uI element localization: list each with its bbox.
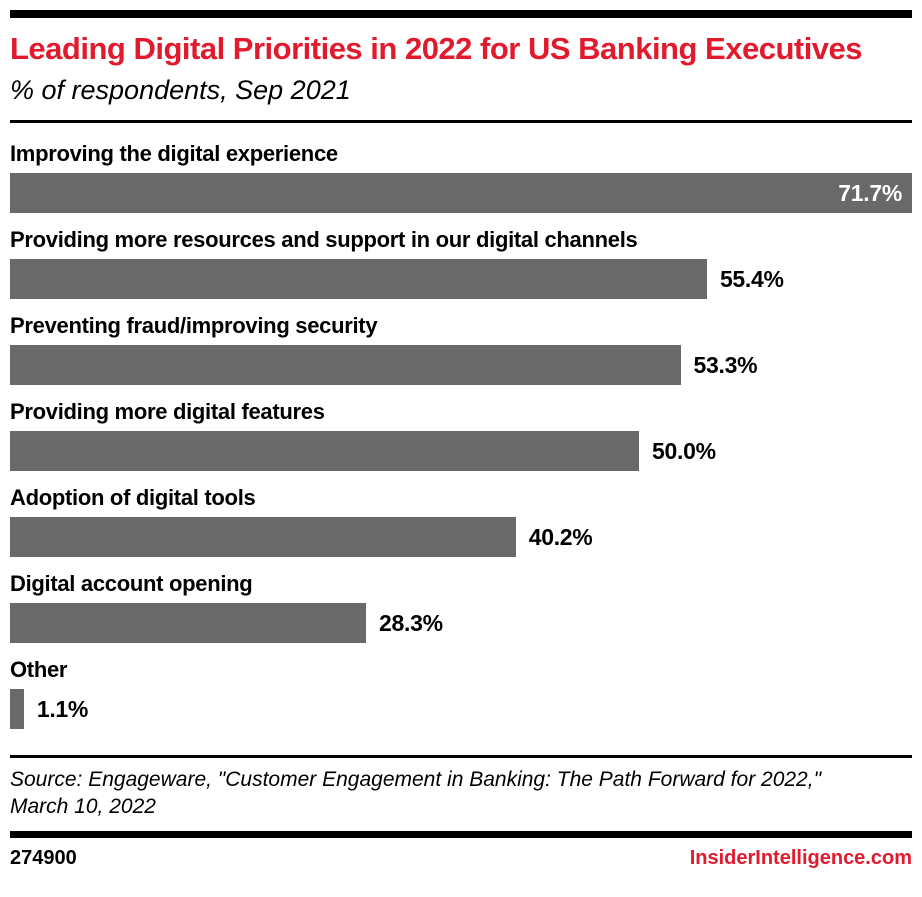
- bar-track: 55.4%: [10, 259, 912, 300]
- bar-value: 55.4%: [719, 265, 784, 292]
- bar-label: Other: [10, 657, 68, 683]
- bar-label: Adoption of digital tools: [10, 485, 256, 511]
- bar-label: Preventing fraud/improving security: [10, 313, 378, 339]
- bar-track: 40.2%: [10, 517, 912, 558]
- chart-title: Leading Digital Priorities in 2022 for U…: [10, 31, 863, 66]
- chart-row: Preventing fraud/improving security 53.3…: [10, 313, 912, 386]
- bar-track: 50.0%: [10, 431, 912, 472]
- bar-label: Improving the digital experience: [10, 141, 338, 167]
- footer: 274900 InsiderIntelligence.com: [10, 847, 912, 870]
- source-divider: [10, 755, 912, 759]
- bar: [10, 689, 24, 730]
- chart-row: Digital account opening 28.3%: [10, 571, 912, 644]
- bar: 71.7%: [10, 173, 912, 214]
- bar-value: 28.3%: [379, 609, 443, 636]
- bar: [10, 259, 707, 300]
- chart-subtitle: % of respondents, Sep 2021: [10, 75, 351, 106]
- bar-track: 53.3%: [10, 345, 912, 386]
- bar-label: Providing more digital features: [10, 399, 325, 425]
- bar-label: Digital account opening: [10, 571, 253, 597]
- bar: [10, 603, 367, 644]
- bar-value: 53.3%: [693, 351, 758, 378]
- bar: [10, 431, 639, 472]
- source-note: Source: Engageware, "Customer Engagement…: [10, 766, 912, 821]
- bar-track: 1.1%: [10, 689, 912, 730]
- source-line-2: March 10, 2022: [10, 795, 156, 819]
- top-rule: [10, 10, 912, 18]
- bar-value: 50.0%: [652, 437, 716, 464]
- chart-row: Other 1.1%: [10, 657, 912, 730]
- bar: [10, 345, 681, 386]
- footer-rule: [10, 830, 912, 838]
- bar-track: 71.7%: [10, 173, 912, 214]
- bar: [10, 517, 516, 558]
- bar-label: Providing more resources and support in …: [10, 227, 638, 253]
- bar-track: 28.3%: [10, 603, 912, 644]
- header-divider: [10, 120, 912, 124]
- chart-row: Improving the digital experience 71.7%: [10, 141, 912, 214]
- bar-value: 1.1%: [36, 695, 89, 722]
- bar-value: 71.7%: [838, 179, 902, 206]
- chart-row: Providing more resources and support in …: [10, 227, 912, 300]
- bar-value: 40.2%: [528, 523, 593, 550]
- chart-row: Providing more digital features 50.0%: [10, 399, 912, 472]
- source-line-1: Source: Engageware, "Customer Engagement…: [10, 768, 822, 792]
- bar-chart: Improving the digital experience 71.7% P…: [10, 141, 912, 730]
- brand-link[interactable]: InsiderIntelligence.com: [689, 846, 912, 869]
- chart-row: Adoption of digital tools 40.2%: [10, 485, 912, 558]
- chart-id: 274900: [10, 846, 77, 869]
